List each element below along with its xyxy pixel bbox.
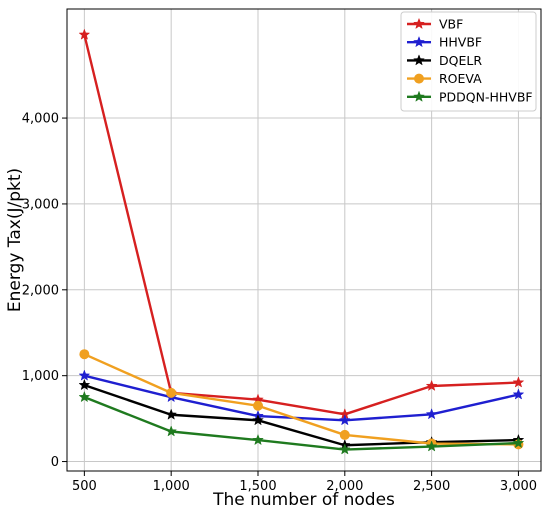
legend-marker xyxy=(413,17,425,30)
series-line-dqelr xyxy=(83,383,519,447)
data-point-dqelr xyxy=(252,414,264,426)
x-tick-label: 1,500 xyxy=(239,479,276,494)
legend-marker xyxy=(414,73,424,84)
x-axis: 500 1,000 1,500 2,000 2,500 3,000 xyxy=(72,471,537,494)
y-tick-label: 0 xyxy=(51,455,59,470)
legend-marker xyxy=(413,35,425,48)
legend-item-dqelr: DQELR xyxy=(407,53,482,68)
data-point-pddqn-hhvbf xyxy=(512,436,525,449)
data-point-vbf xyxy=(425,379,438,392)
y-tick-label: 4,000 xyxy=(22,112,59,127)
data-point-roeva xyxy=(252,400,263,411)
data-point-pddqn-hhvbf xyxy=(425,440,438,452)
x-tick-label: 2,000 xyxy=(326,479,363,494)
legend-label: VBF xyxy=(439,17,463,32)
y-axis-title: Energy Tax(J/pkt) xyxy=(5,168,25,312)
x-tick-label: 500 xyxy=(72,479,97,494)
data-point-pddqn-hhvbf xyxy=(78,390,91,403)
legend-label: PDDQN-HHVBF xyxy=(439,89,533,104)
legend-marker xyxy=(413,54,425,66)
data-point-hhvbf xyxy=(78,369,91,381)
data-point-roeva xyxy=(79,349,90,360)
data-point-hhvbf xyxy=(512,388,525,400)
series-line-roeva xyxy=(83,353,519,446)
y-tick-label: 3,000 xyxy=(22,197,59,212)
legend-label: ROEVA xyxy=(439,71,482,86)
data-point-pddqn-hhvbf xyxy=(252,433,264,446)
legend-item-pddqn-hhvbf: PDDQN-HHVBF xyxy=(407,89,533,104)
data-point-dqelr xyxy=(165,408,178,420)
x-tick-label: 1,000 xyxy=(153,479,190,494)
data-point-pddqn-hhvbf xyxy=(338,443,351,455)
plot-area xyxy=(66,8,542,472)
x-axis-title: The number of nodes xyxy=(212,490,395,510)
y-tick-label: 1,000 xyxy=(22,369,59,384)
data-point-hhvbf xyxy=(338,414,351,426)
legend-label: DQELR xyxy=(439,53,482,68)
data-point-dqelr xyxy=(78,378,91,391)
x-tick-label: 2,500 xyxy=(413,479,450,494)
data-point-roeva xyxy=(339,429,350,440)
legend-marker xyxy=(413,90,425,102)
series-line-vbf xyxy=(83,34,519,416)
series-layer xyxy=(78,28,525,455)
y-tick-label: 2,000 xyxy=(22,283,59,298)
data-point-roeva xyxy=(166,387,177,398)
legend-item-hhvbf: HHVBF xyxy=(407,35,482,50)
series-pddqn-hhvbf xyxy=(78,390,525,455)
data-point-vbf xyxy=(512,376,525,388)
series-line-pddqn-hhvbf xyxy=(83,396,519,451)
legend-item-vbf: VBF xyxy=(407,17,463,32)
data-point-hhvbf xyxy=(425,408,438,420)
data-point-pddqn-hhvbf xyxy=(165,425,178,437)
series-line-hhvbf xyxy=(84,374,519,422)
data-point-vbf xyxy=(78,28,91,40)
x-tick-label: 3,000 xyxy=(500,479,537,494)
legend-label: HHVBF xyxy=(439,35,482,50)
y-axis: 0 1,000 2,000 3,000 4,000 xyxy=(22,112,67,470)
series-hhvbf xyxy=(78,369,525,426)
legend-item-roeva: ROEVA xyxy=(407,71,482,86)
legend: VBF HHVBF DQELR ROEVA PDDQN-HHVBF xyxy=(400,11,537,112)
legend-box xyxy=(400,11,537,112)
